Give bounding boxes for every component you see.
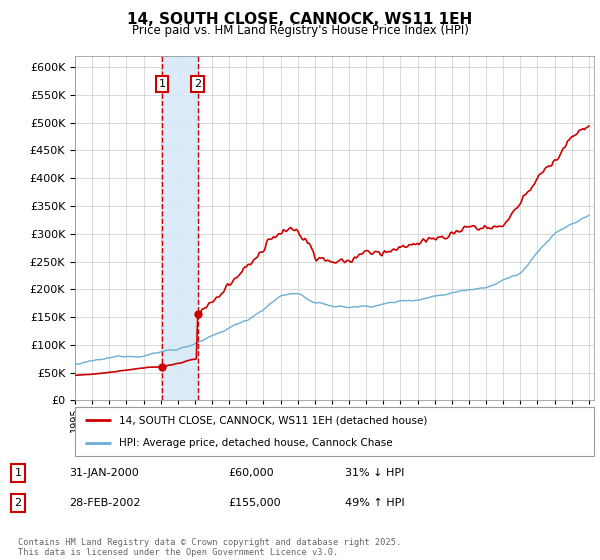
Bar: [162, 56, 197, 400]
Text: £60,000: £60,000: [228, 468, 274, 478]
Text: 14, SOUTH CLOSE, CANNOCK, WS11 1EH (detached house): 14, SOUTH CLOSE, CANNOCK, WS11 1EH (deta…: [119, 416, 427, 426]
Text: 14, SOUTH CLOSE, CANNOCK, WS11 1EH: 14, SOUTH CLOSE, CANNOCK, WS11 1EH: [127, 12, 473, 27]
Text: 28-FEB-2002: 28-FEB-2002: [69, 498, 140, 508]
Text: Contains HM Land Registry data © Crown copyright and database right 2025.
This d: Contains HM Land Registry data © Crown c…: [18, 538, 401, 557]
Text: 1: 1: [158, 79, 166, 89]
Text: 49% ↑ HPI: 49% ↑ HPI: [345, 498, 404, 508]
Text: HPI: Average price, detached house, Cannock Chase: HPI: Average price, detached house, Cann…: [119, 438, 393, 448]
Text: 31% ↓ HPI: 31% ↓ HPI: [345, 468, 404, 478]
Text: 31-JAN-2000: 31-JAN-2000: [69, 468, 139, 478]
Text: Price paid vs. HM Land Registry's House Price Index (HPI): Price paid vs. HM Land Registry's House …: [131, 24, 469, 36]
Text: £155,000: £155,000: [228, 498, 281, 508]
FancyBboxPatch shape: [75, 407, 594, 456]
Text: 2: 2: [194, 79, 201, 89]
Text: 1: 1: [14, 468, 22, 478]
Text: 2: 2: [14, 498, 22, 508]
